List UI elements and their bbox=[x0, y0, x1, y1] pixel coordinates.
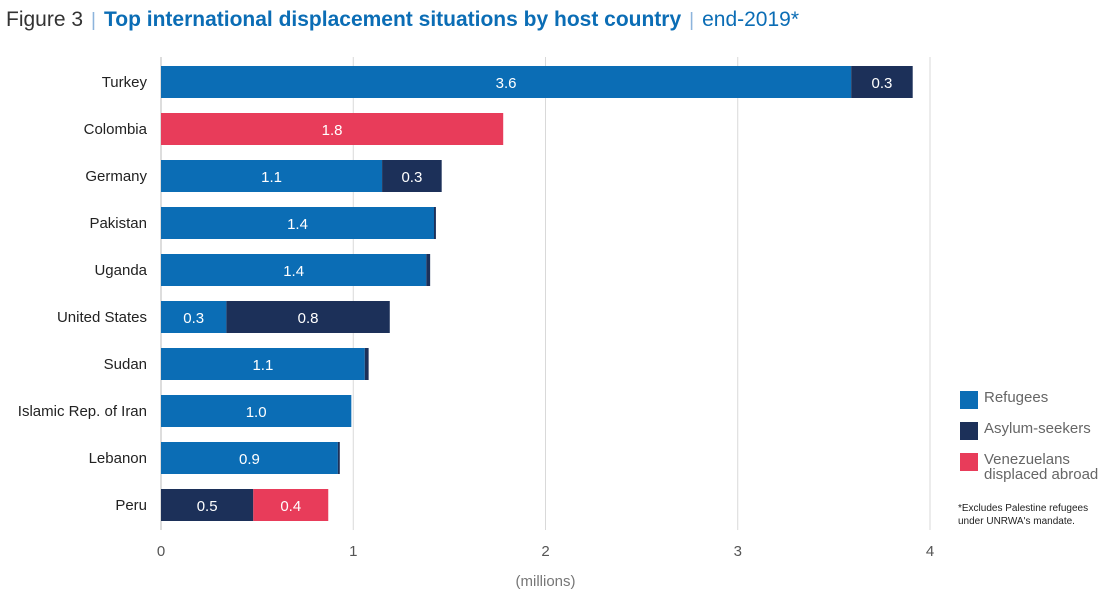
category-label: United States bbox=[57, 309, 147, 326]
data-label: 0.3 bbox=[401, 169, 422, 186]
category-label: Islamic Rep. of Iran bbox=[18, 403, 147, 420]
data-label: 3.6 bbox=[496, 75, 517, 92]
footnote: *Excludes Palestine refugees under UNRWA… bbox=[958, 503, 1089, 527]
data-label: 1.8 bbox=[322, 122, 343, 139]
legend-label-refugees: Refugees bbox=[984, 389, 1049, 406]
category-label: Colombia bbox=[84, 121, 148, 138]
bar-segment bbox=[161, 160, 383, 192]
category-label: Germany bbox=[85, 168, 147, 185]
chart-header: Figure 3 | Top international displacement … bbox=[6, 8, 799, 36]
category-label: Turkey bbox=[102, 74, 148, 91]
chart-title: Top international displacement situation… bbox=[103, 8, 682, 31]
bar-segment bbox=[161, 442, 338, 474]
bar-segment bbox=[364, 348, 369, 380]
category-label: Peru bbox=[115, 497, 147, 514]
data-label: 0.3 bbox=[872, 75, 893, 92]
data-label: 0.4 bbox=[280, 498, 301, 515]
legend-label-asylum-seekers: Asylum-seekers bbox=[984, 420, 1091, 437]
figure-label: Figure 3 bbox=[6, 8, 84, 31]
bar-segment bbox=[433, 207, 436, 239]
x-tick-label: 4 bbox=[926, 543, 934, 560]
bar-segment bbox=[161, 301, 227, 333]
data-label: 0.5 bbox=[197, 498, 218, 515]
subtitle-separator: | bbox=[689, 10, 695, 31]
category-label: Uganda bbox=[94, 262, 147, 279]
bar-segment bbox=[161, 66, 852, 98]
chart-subtitle: end-2019* bbox=[702, 8, 800, 31]
data-label: 0.8 bbox=[298, 310, 319, 327]
data-label: 1.4 bbox=[287, 216, 308, 233]
data-label: 0.3 bbox=[183, 310, 204, 327]
bar-segment bbox=[226, 301, 390, 333]
category-label: Lebanon bbox=[89, 450, 147, 467]
legend-label-venezuelans: Venezuelans displaced abroad bbox=[984, 451, 1099, 483]
legend-item-venezuelans: Venezuelans displaced abroad bbox=[960, 452, 1116, 482]
data-label: 1.1 bbox=[252, 357, 273, 374]
bar-segment bbox=[161, 489, 254, 521]
x-tick-label: 2 bbox=[541, 543, 549, 560]
bar-segment bbox=[161, 113, 504, 145]
category-label: Pakistan bbox=[89, 215, 147, 232]
bar-segment bbox=[337, 442, 340, 474]
title-separator: | bbox=[91, 10, 96, 31]
x-tick-label: 0 bbox=[157, 543, 165, 560]
legend-swatch-asylum-seekers bbox=[960, 422, 978, 440]
bar-segment bbox=[161, 395, 352, 427]
data-label: 1.0 bbox=[246, 404, 267, 421]
bar-segment bbox=[426, 254, 431, 286]
x-tick-label: 1 bbox=[349, 543, 357, 560]
x-tick-label: 3 bbox=[734, 543, 742, 560]
x-axis-label: (millions) bbox=[516, 573, 576, 590]
bar-segment bbox=[161, 254, 427, 286]
legend-swatch-venezuelans bbox=[960, 453, 978, 471]
bar-segment bbox=[382, 160, 442, 192]
data-label: 1.1 bbox=[261, 169, 282, 186]
legend-item-asylum-seekers: Asylum-seekers bbox=[960, 421, 1116, 440]
category-label: Sudan bbox=[104, 356, 147, 373]
data-label: 0.9 bbox=[239, 451, 260, 468]
legend-item-refugees: Refugees bbox=[960, 390, 1116, 409]
bar-segment bbox=[253, 489, 329, 521]
data-label: 1.4 bbox=[283, 263, 304, 280]
legend-swatch-refugees bbox=[960, 391, 978, 409]
bar-segment bbox=[161, 348, 365, 380]
bar-segment bbox=[161, 207, 434, 239]
bar-segment bbox=[851, 66, 913, 98]
chart-legend: Refugees Asylum-seekers Venezuelans disp… bbox=[960, 390, 1116, 494]
